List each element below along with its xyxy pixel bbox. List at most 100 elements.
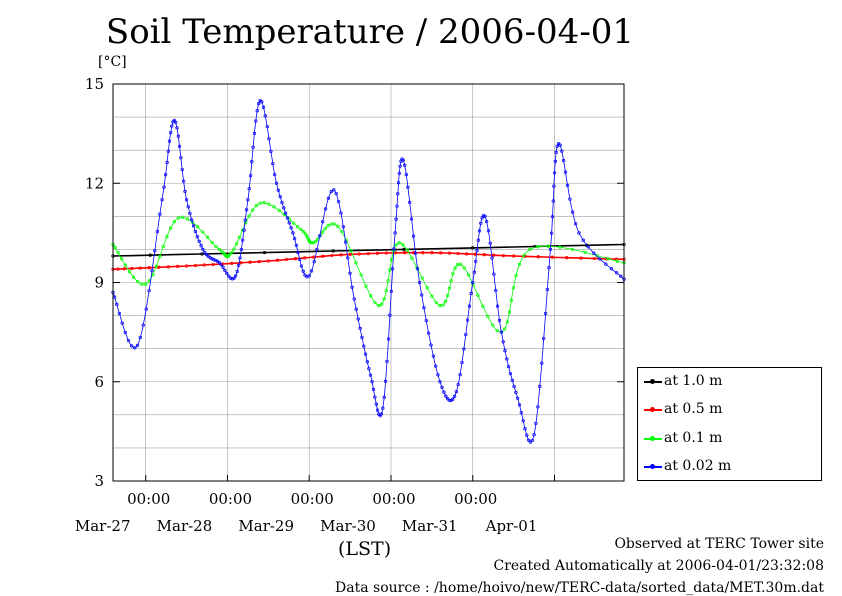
series-point-1 <box>565 256 569 260</box>
series-point-3 <box>312 260 316 264</box>
series-point-3 <box>519 410 523 415</box>
series-point-3 <box>619 274 623 278</box>
series-point-3 <box>239 247 244 252</box>
series-point-3 <box>117 311 122 316</box>
series-point-2 <box>349 249 353 253</box>
series-point-3 <box>549 231 554 235</box>
x-tick-time: 00:00 <box>454 490 497 508</box>
series-point-2 <box>123 263 127 267</box>
series-point-2 <box>397 241 401 245</box>
series-point-3 <box>255 109 259 113</box>
series-point-2 <box>438 304 442 308</box>
legend-marker-01m <box>650 436 655 441</box>
series-point-3 <box>382 395 386 399</box>
series-point-3 <box>323 207 328 211</box>
series-point-3 <box>158 212 162 216</box>
series-point-2 <box>323 227 327 231</box>
series-point-3 <box>510 378 514 382</box>
series-point-2 <box>481 304 485 308</box>
series-point-2 <box>382 297 386 301</box>
series-point-3 <box>396 192 400 196</box>
series-point-3 <box>180 167 184 172</box>
series-point-3 <box>474 259 478 264</box>
series-point-3 <box>352 297 356 301</box>
series-point-3 <box>548 247 553 252</box>
series-line-3 <box>112 100 625 443</box>
series-point-2 <box>364 284 368 288</box>
legend-marker-05m <box>650 407 655 412</box>
series-point-3 <box>271 161 275 166</box>
series-point-3 <box>267 137 271 141</box>
series-point-3 <box>514 390 518 395</box>
legend: at 1.0 m at 0.5 m at 0.1 m at 0.02 m <box>637 367 822 481</box>
series-point-3 <box>552 184 556 188</box>
series-point-2 <box>313 240 318 244</box>
series-point-3 <box>475 248 479 253</box>
series-point-3 <box>177 144 182 149</box>
series-point-3 <box>609 267 614 271</box>
series-point-1 <box>482 253 486 257</box>
series-point-3 <box>260 100 264 104</box>
series-point-2 <box>359 273 363 277</box>
legend-item-002m: at 0.02 m <box>638 457 818 477</box>
series-point-2 <box>220 249 224 253</box>
series-point-3 <box>247 187 251 191</box>
series-point-0 <box>402 247 406 252</box>
series-point-3 <box>465 318 470 322</box>
series-point-3 <box>160 198 164 202</box>
legend-item-05m: at 0.5 m <box>638 400 818 420</box>
series-point-3 <box>232 276 236 280</box>
series-point-3 <box>165 160 169 165</box>
series-point-2 <box>558 245 562 249</box>
series-point-2 <box>301 230 306 234</box>
series-point-3 <box>560 149 564 153</box>
series-point-1 <box>229 261 234 266</box>
series-point-3 <box>530 438 534 443</box>
series-point-3 <box>280 200 284 205</box>
series-point-3 <box>179 156 183 160</box>
series-point-2 <box>140 282 144 286</box>
series-point-1 <box>366 251 370 256</box>
series-point-3 <box>334 191 338 196</box>
series-point-3 <box>442 390 446 394</box>
series-point-3 <box>167 139 172 143</box>
series-point-3 <box>166 149 170 153</box>
series-point-3 <box>368 373 373 377</box>
series-point-3 <box>219 262 223 267</box>
series-point-1 <box>430 251 434 255</box>
series-point-0 <box>470 246 475 250</box>
series-point-3 <box>480 216 484 220</box>
series-point-2 <box>161 244 165 249</box>
series-point-2 <box>205 235 210 240</box>
series-point-2 <box>277 208 281 213</box>
series-point-2 <box>267 202 271 206</box>
series-point-2 <box>546 244 550 248</box>
series-point-3 <box>550 215 555 219</box>
series-point-3 <box>350 285 354 289</box>
series-point-3 <box>577 231 581 235</box>
series-point-3 <box>467 304 472 308</box>
series-point-2 <box>227 253 232 257</box>
x-tick-time: 00:00 <box>209 490 252 508</box>
series-line-0 <box>112 243 625 257</box>
series-point-2 <box>517 262 522 266</box>
series-point-3 <box>296 250 300 255</box>
series-point-3 <box>395 204 399 208</box>
series-point-3 <box>471 280 475 285</box>
series-point-3 <box>392 247 396 251</box>
series-point-2 <box>451 272 455 276</box>
series-point-2 <box>369 294 373 298</box>
series-point-2 <box>386 278 390 283</box>
series-point-3 <box>315 247 319 252</box>
series-point-3 <box>348 271 352 275</box>
series-point-3 <box>415 267 420 271</box>
series-point-0 <box>148 253 152 257</box>
series-point-3 <box>370 380 374 384</box>
series-point-3 <box>431 354 436 358</box>
series-point-3 <box>176 134 180 138</box>
series-point-2 <box>251 208 255 212</box>
series-point-3 <box>488 241 492 245</box>
series-point-3 <box>422 306 426 310</box>
legend-label-002m: at 0.02 m <box>664 458 732 474</box>
series-point-2 <box>214 244 218 249</box>
